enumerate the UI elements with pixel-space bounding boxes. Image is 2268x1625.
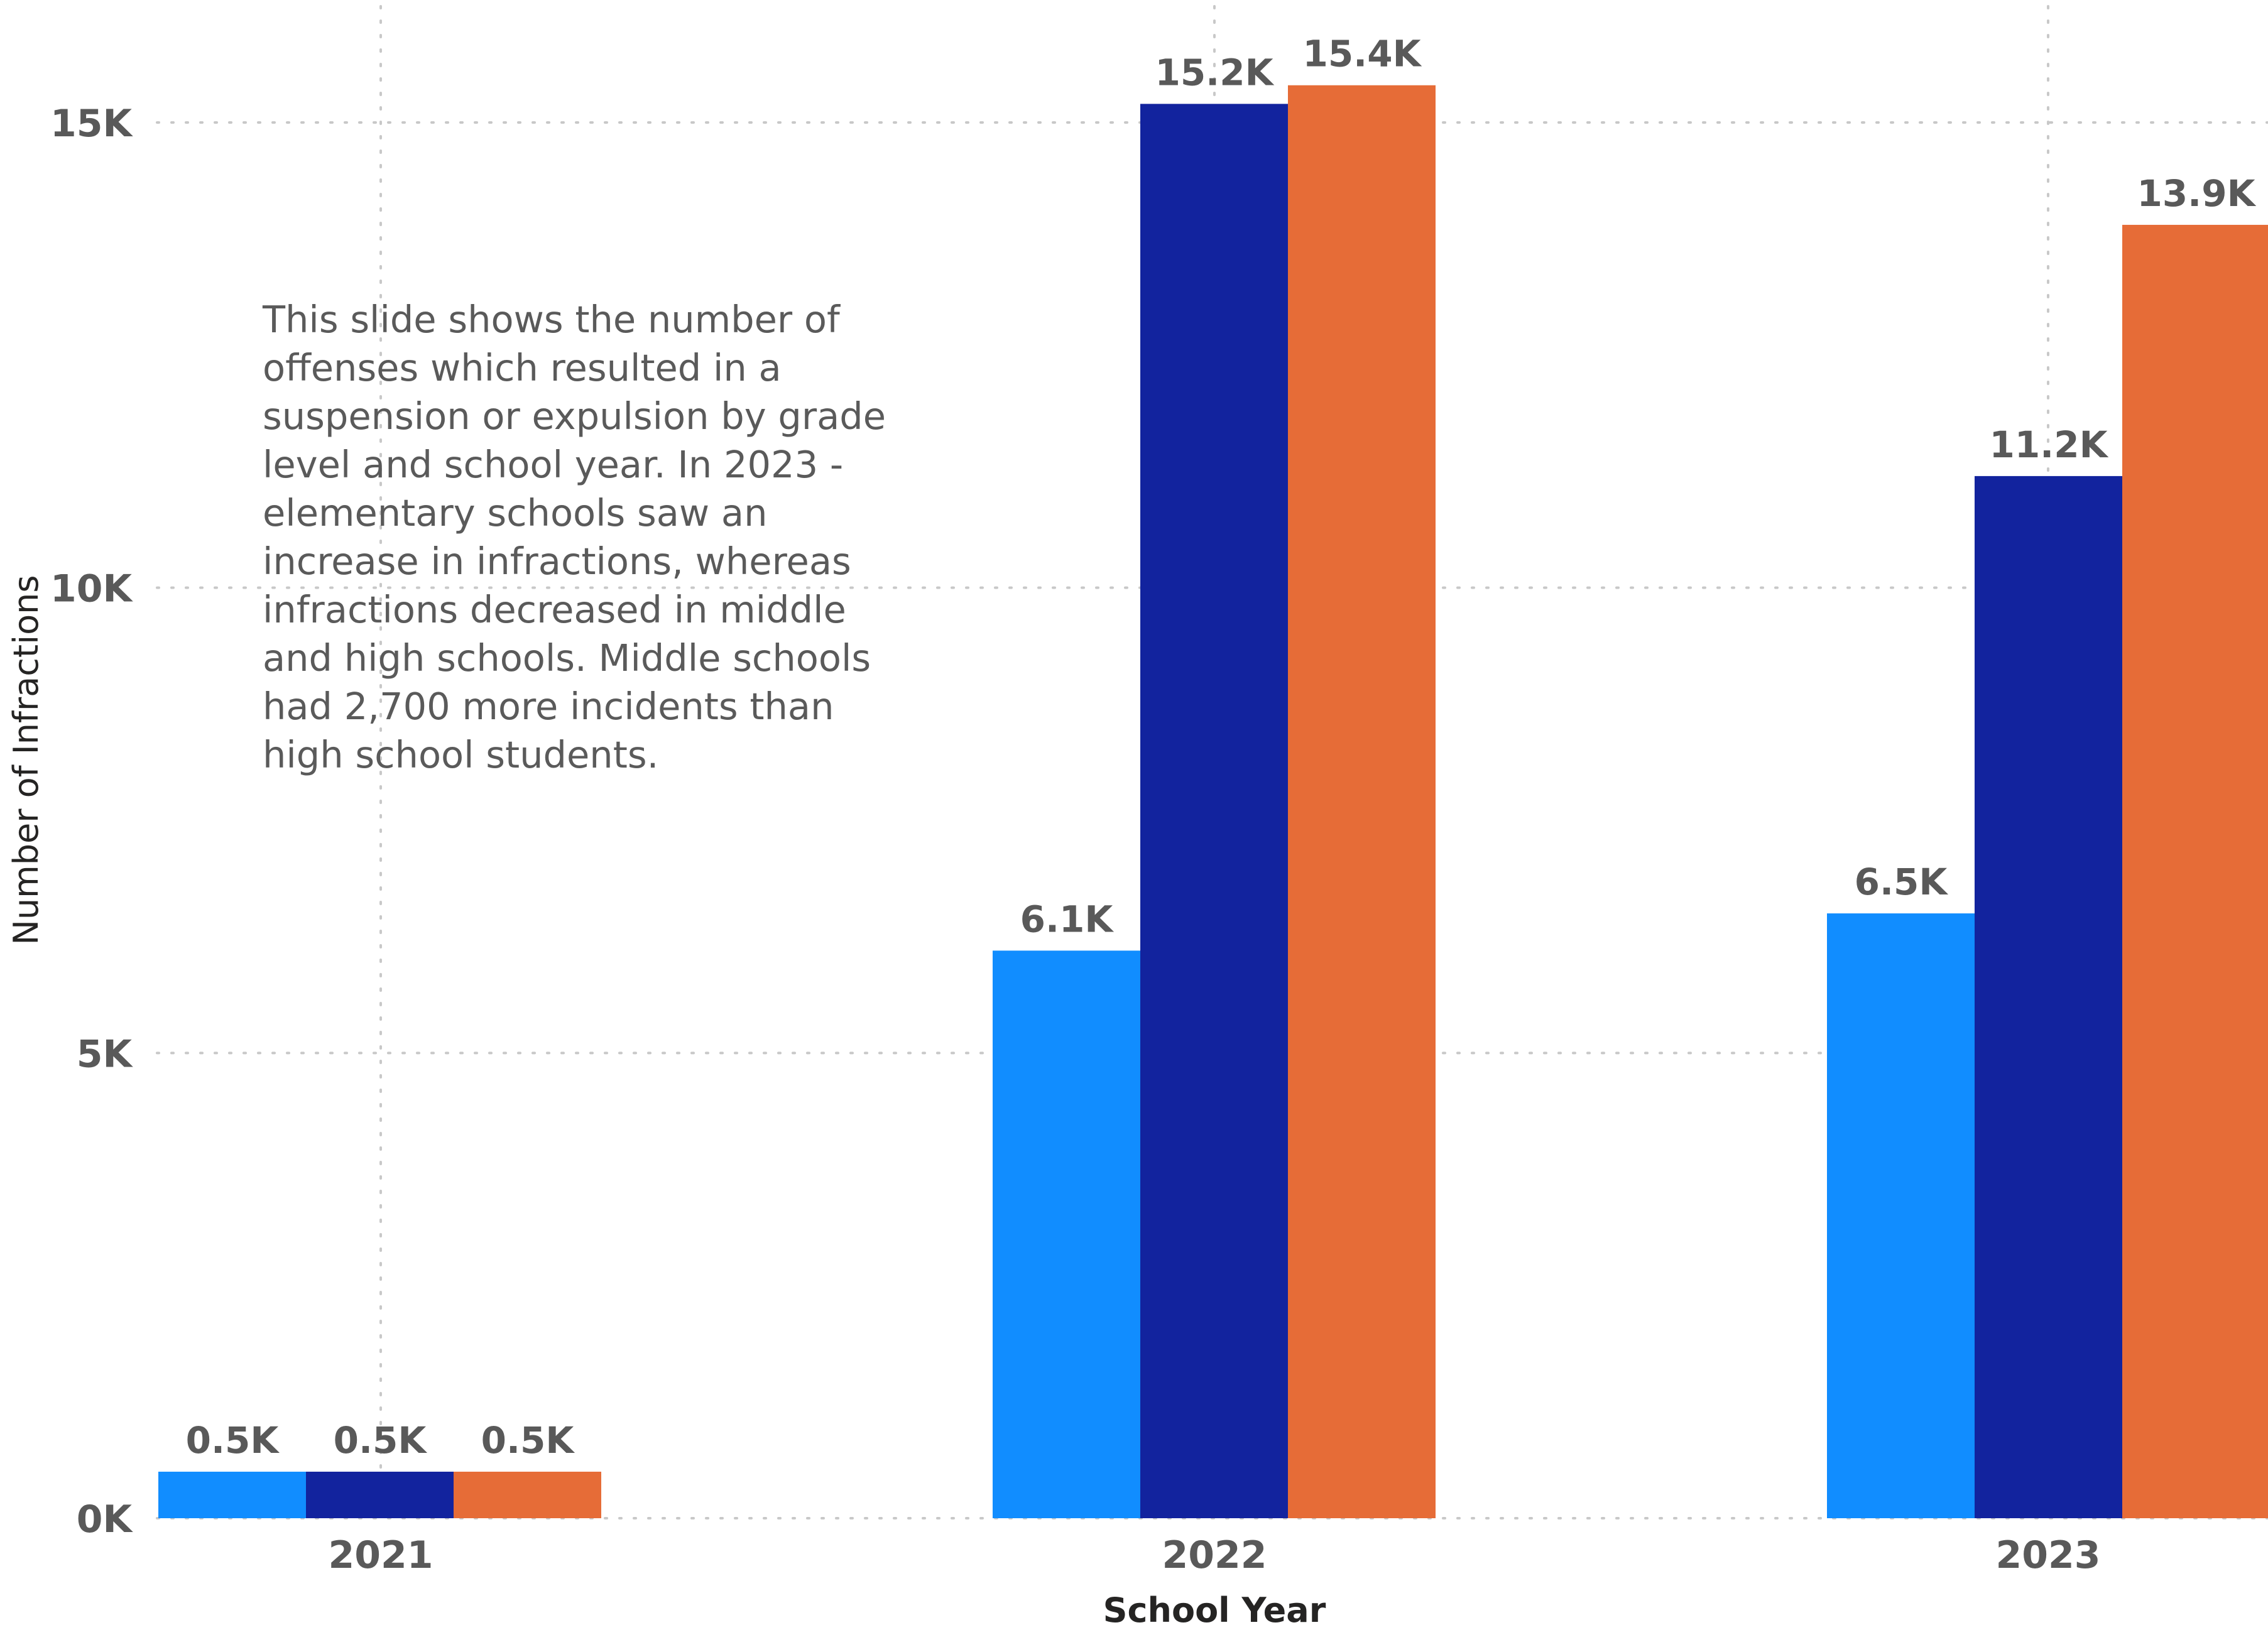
bar-value-label: 15.4K — [1302, 33, 1422, 75]
bar — [2122, 224, 2268, 1518]
bar — [158, 1471, 306, 1518]
y-tick-label: 0K — [77, 1497, 134, 1541]
bar-value-label: 6.5K — [1855, 861, 1949, 903]
data-labels: 0.5K 0.5K 0.5K 6.1K 15.2K 15.4K 6.5K 11.2K 13.9K — [186, 33, 2257, 1462]
x-tick-label: 2023 — [1996, 1533, 2101, 1577]
bar-value-label: 15.2K — [1155, 51, 1274, 94]
y-tick-label: 15K — [50, 102, 133, 146]
y-tick-label: 5K — [77, 1032, 134, 1076]
y-tick-label: 10K — [50, 567, 133, 611]
y-axis-ticks: 0K 5K 10K 15K — [50, 102, 133, 1541]
x-tick-label: 2022 — [1162, 1533, 1267, 1577]
bar — [454, 1471, 601, 1518]
bar-value-label: 0.5K — [186, 1419, 280, 1462]
x-axis-title: School Year — [1103, 1590, 1326, 1625]
bar-value-label: 0.5K — [481, 1419, 575, 1462]
y-axis-title: Number of Infractions — [6, 575, 46, 945]
bar — [1288, 85, 1436, 1519]
bar-value-label: 0.5K — [334, 1419, 428, 1462]
x-axis-ticks: 2021 2022 2023 — [329, 1533, 2101, 1577]
bar-value-label: 13.9K — [2137, 172, 2256, 215]
bar-value-label: 6.1K — [1020, 898, 1115, 940]
x-tick-label: 2021 — [329, 1533, 433, 1577]
bar — [1827, 913, 1975, 1518]
bar — [993, 950, 1140, 1518]
bars — [158, 85, 2268, 1519]
chart-annotation: This slide shows the number of offenses … — [263, 298, 886, 776]
bar-value-label: 11.2K — [1989, 423, 2108, 466]
bar — [1140, 104, 1288, 1519]
bar — [306, 1471, 454, 1518]
bar — [1975, 476, 2122, 1518]
